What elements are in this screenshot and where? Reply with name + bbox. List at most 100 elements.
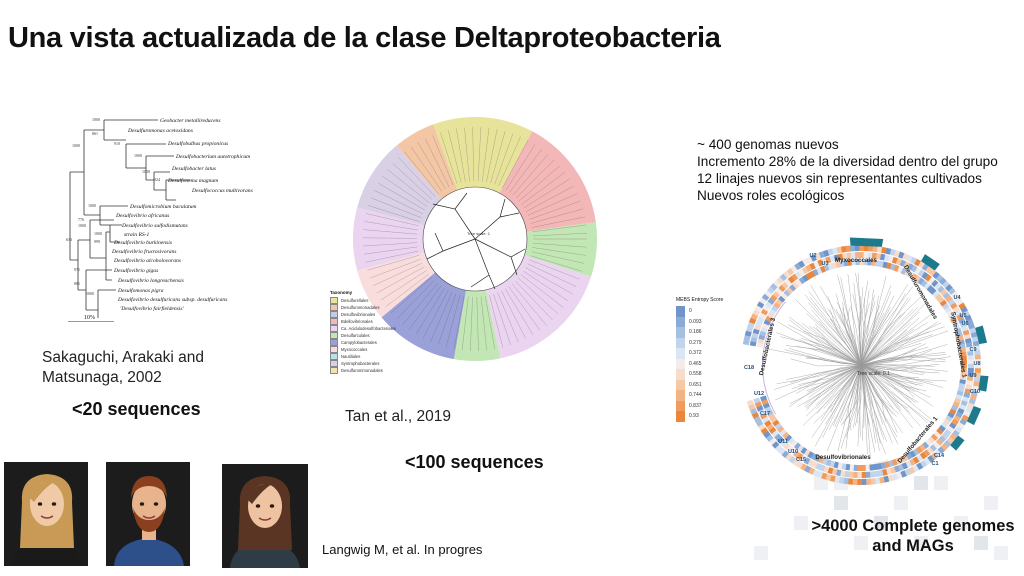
avatar-beard — [133, 508, 165, 532]
leaf-label-line — [480, 296, 487, 351]
avatar-mouth — [142, 515, 156, 519]
tree-branch — [786, 364, 862, 380]
leaf-label-line — [390, 277, 432, 314]
entropy-cell — [863, 252, 869, 259]
mebs-scale-step: 0.465 — [676, 358, 736, 369]
slide-title: Una vista actualizada de la clase Deltap… — [8, 22, 721, 54]
entropy-cell — [966, 346, 974, 352]
mebs-scale-step: 0 — [676, 306, 736, 317]
entropy-cell — [865, 464, 870, 471]
entropy-cell — [818, 456, 825, 464]
entropy-cell — [974, 368, 981, 374]
entropy-cell — [923, 449, 931, 457]
avatar-bangs — [248, 483, 272, 504]
entropy-cell — [926, 285, 934, 293]
leaf-label-line — [504, 288, 534, 335]
entropy-cell — [774, 433, 782, 441]
entropy-cell — [909, 450, 916, 458]
entropy-cell — [957, 386, 965, 393]
entropy-cell — [958, 383, 966, 389]
entropy-cell — [961, 325, 969, 332]
entropy-cell — [758, 409, 766, 416]
entropy-cell — [907, 271, 915, 279]
entropy-cell — [868, 245, 874, 252]
entropy-cell — [961, 414, 970, 422]
entropy-cell — [967, 355, 974, 360]
mebs-swatch — [676, 411, 685, 422]
bootstrap-value: 1000 — [86, 291, 94, 296]
leaf-label-line — [422, 290, 449, 339]
legend-swatch — [330, 353, 338, 360]
tree-branch — [813, 364, 862, 424]
entropy-cell — [751, 332, 759, 339]
entropy-cell — [780, 292, 788, 300]
tree-branch — [857, 272, 863, 366]
leaf-label-line — [490, 131, 506, 184]
entropy-cell — [929, 444, 937, 452]
entropy-cell — [967, 372, 974, 378]
tree-branch — [860, 289, 874, 366]
entropy-cell — [778, 295, 786, 303]
legend-label: Desulfuromonadales — [341, 305, 380, 310]
entropy-cell — [845, 463, 851, 471]
mebs-value: 0.372 — [689, 350, 702, 357]
entropy-cell — [876, 246, 883, 253]
entropy-cell — [887, 474, 894, 482]
lineage-highlight — [975, 325, 988, 345]
leaf-label-line — [464, 127, 470, 182]
entropy-cell — [903, 261, 911, 269]
leaf-label-line — [385, 273, 429, 307]
entropy-cell — [787, 276, 795, 284]
entropy-cell — [786, 286, 794, 295]
entropy-cell — [889, 466, 896, 474]
tree-branch — [860, 308, 914, 366]
entropy-cell — [965, 384, 973, 390]
tree-branch — [796, 346, 862, 366]
entropy-cell — [865, 471, 871, 478]
entropy-cell — [969, 327, 977, 334]
lineage-label: U2 — [809, 253, 816, 259]
entropy-cell — [843, 477, 849, 485]
leaf-label-line — [477, 127, 482, 182]
taxon-label: Desulfococcus multivorans — [191, 187, 253, 194]
leaf-label-line — [398, 157, 436, 197]
lineage-highlight — [849, 237, 884, 247]
entropy-cell — [947, 298, 956, 306]
avatar-woman-blonde — [4, 462, 88, 566]
entropy-cell — [873, 470, 880, 478]
tree-branch — [820, 364, 862, 421]
entropy-cell — [766, 409, 774, 417]
entropy-cell — [861, 478, 867, 485]
leaf-label-line — [363, 237, 418, 239]
entropy-cell — [940, 288, 948, 297]
entropy-cell — [950, 302, 958, 310]
leaf-label-line — [518, 165, 560, 202]
finding-item: Incremento 28% de la diversidad dentro d… — [697, 154, 998, 169]
leaf-label-line — [494, 133, 514, 185]
lineage-label: U9 — [969, 373, 976, 379]
leaf-label-line — [367, 255, 420, 271]
clade-sector — [485, 255, 592, 359]
entropy-cell — [851, 259, 856, 266]
entropy-cell — [922, 441, 930, 449]
tree-branch — [860, 364, 876, 444]
entropy-cell — [973, 345, 981, 351]
entropy-cell — [935, 274, 944, 283]
leaf-label-line — [376, 266, 425, 294]
mebs-legend-title: MEBS Entropy Score — [676, 297, 724, 303]
citation-sakaguchi: Sakaguchi, Arakaki and Matsunaga, 2002 — [42, 349, 204, 386]
lineage-label: U12 — [754, 391, 764, 397]
tree-scale-label: 10% — [84, 315, 95, 321]
entropy-cell — [846, 252, 852, 259]
entropy-cell — [805, 264, 813, 272]
tree-branch — [860, 364, 903, 434]
entropy-cell — [792, 450, 800, 458]
entropy-cell — [974, 359, 981, 365]
clade-label: Desulfovibrionales — [815, 454, 871, 461]
leaf-label-line — [498, 136, 521, 187]
leaf-label-line — [440, 132, 458, 184]
entropy-cell — [951, 418, 959, 426]
leaf-label-line — [532, 224, 587, 232]
taxon-label: Desulfovibrio alcoholovorans — [113, 257, 181, 264]
entropy-cell — [940, 421, 949, 429]
